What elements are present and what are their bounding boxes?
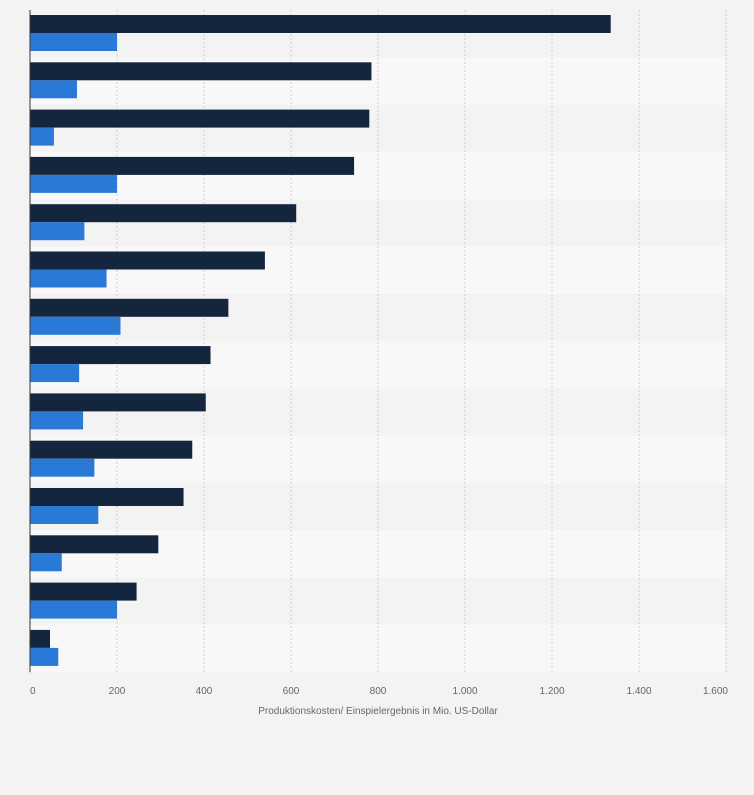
bar-series-2 (30, 80, 77, 99)
x-axis-label: Produktionskosten/ Einspielergebnis in M… (258, 706, 498, 717)
bar-series-2 (30, 411, 84, 430)
x-tick-label: 400 (196, 686, 213, 697)
bar-series-1 (30, 62, 372, 81)
bar-series-2 (30, 174, 117, 193)
x-tick-label: 1.000 (452, 686, 477, 697)
x-tick-label: 1.600 (703, 686, 728, 697)
bar-series-1 (30, 251, 265, 270)
bar-series-1 (30, 629, 51, 648)
bar-series-1 (30, 393, 206, 412)
bar-series-2 (30, 506, 99, 524)
bar-series-1 (30, 440, 193, 459)
bar-series-1 (30, 204, 297, 223)
x-tick-label: 1.400 (626, 686, 651, 697)
bar-series-1 (30, 15, 611, 33)
bar-series-1 (30, 156, 355, 175)
bar-series-1 (30, 488, 184, 506)
row-band (30, 624, 726, 673)
bar-series-2 (30, 458, 95, 477)
x-tick-labels: 0 200 400 600 800 1.000 1.200 1.400 1.600 (30, 686, 728, 697)
row-band (30, 577, 726, 625)
bar-series-2 (30, 222, 85, 241)
bar-series-2 (30, 316, 121, 335)
x-tick-label: 0 (30, 686, 36, 697)
x-tick-label: 600 (283, 686, 300, 697)
bar-series-1 (30, 535, 159, 554)
x-tick-label: 800 (370, 686, 387, 697)
row-bands (30, 10, 726, 673)
bar-series-1 (30, 298, 229, 317)
bar-series-2 (30, 33, 117, 51)
bar-series-1 (30, 109, 370, 128)
bar-series-1 (30, 582, 137, 601)
x-tick-label: 200 (109, 686, 126, 697)
bar-series-2 (30, 553, 62, 572)
bar-series-2 (30, 364, 80, 383)
bar-series-1 (30, 346, 211, 365)
x-tick-label: 1.200 (539, 686, 564, 697)
bar-series-2 (30, 647, 59, 666)
bars (30, 15, 611, 666)
bar-series-2 (30, 600, 117, 619)
bar-series-2 (30, 127, 54, 146)
bar-series-2 (30, 269, 107, 288)
